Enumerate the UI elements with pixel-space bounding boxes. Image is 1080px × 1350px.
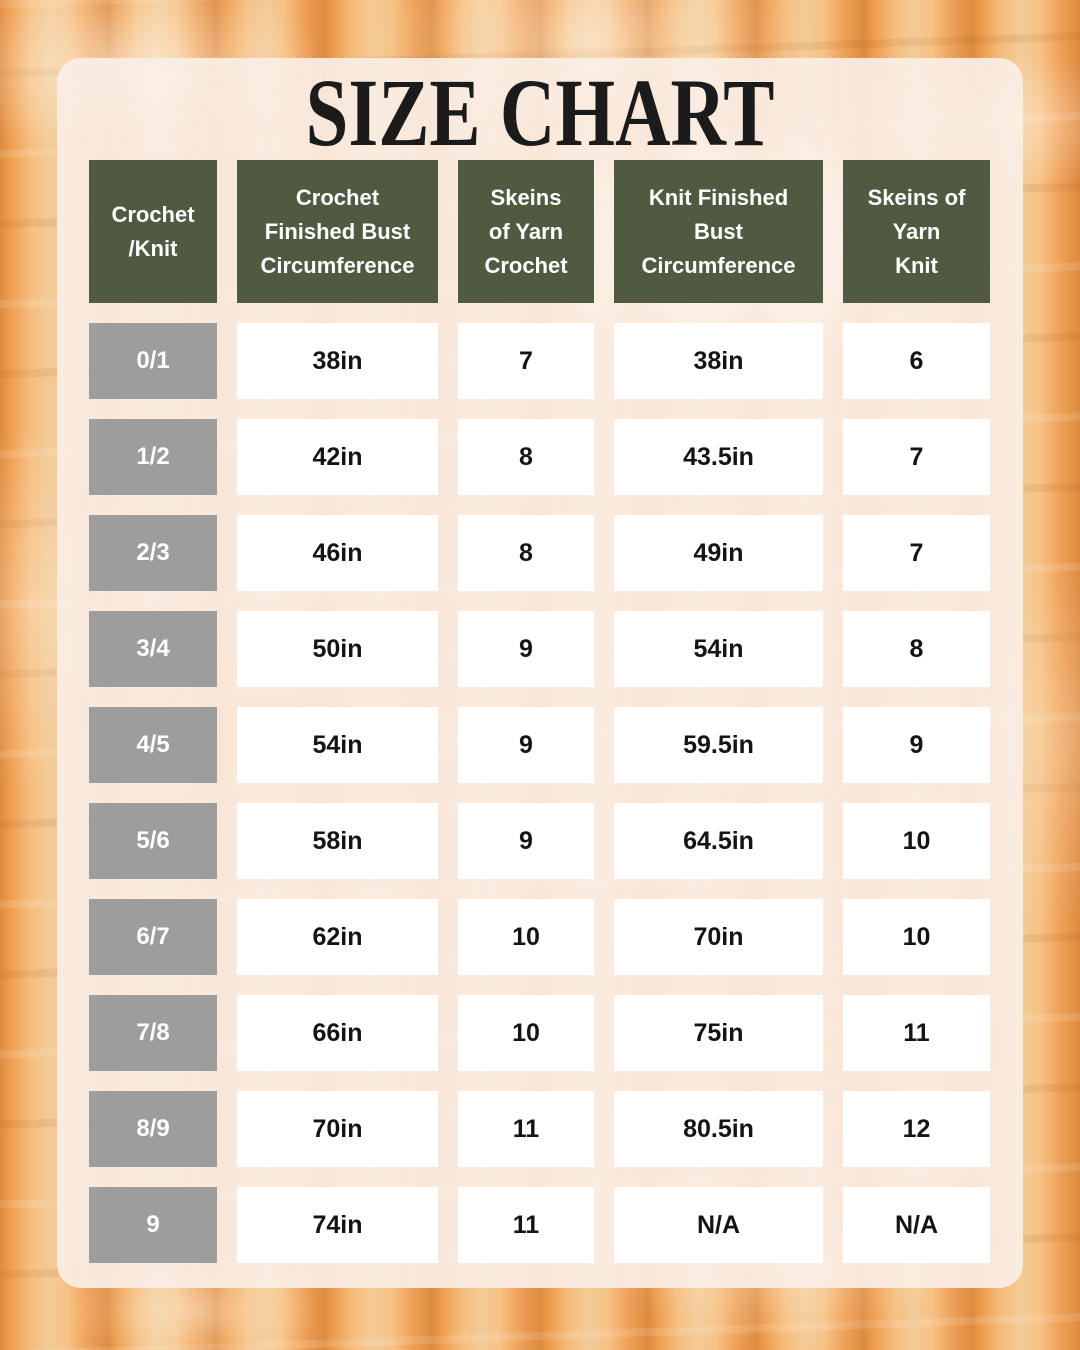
size-label-cell: 2/3 bbox=[89, 515, 217, 591]
value-cell: 9 bbox=[458, 707, 594, 783]
value-cell: 70in bbox=[237, 1091, 438, 1167]
value-cell: 49in bbox=[614, 515, 823, 591]
value-cell: 7 bbox=[458, 323, 594, 399]
size-label-cell: 3/4 bbox=[89, 611, 217, 687]
page-title: SIZE CHART bbox=[57, 65, 1023, 161]
value-cell: 11 bbox=[458, 1091, 594, 1167]
value-cell: 9 bbox=[458, 803, 594, 879]
size-label-cell: 1/2 bbox=[89, 419, 217, 495]
value-cell: 70in bbox=[614, 899, 823, 975]
value-cell: 11 bbox=[843, 995, 990, 1071]
value-cell: 74in bbox=[237, 1187, 438, 1263]
page-title-text: SIZE CHART bbox=[305, 59, 775, 166]
size-label-cell: 7/8 bbox=[89, 995, 217, 1071]
value-cell: 66in bbox=[237, 995, 438, 1071]
column-header-0: Crochet /Knit bbox=[89, 160, 217, 303]
value-cell: N/A bbox=[614, 1187, 823, 1263]
size-label-cell: 9 bbox=[89, 1187, 217, 1263]
value-cell: 43.5in bbox=[614, 419, 823, 495]
value-cell: 80.5in bbox=[614, 1091, 823, 1167]
column-header-2: Skeins of Yarn Crochet bbox=[458, 160, 594, 303]
value-cell: 10 bbox=[843, 899, 990, 975]
column-header-1: Crochet Finished Bust Circumference bbox=[237, 160, 438, 303]
size-label-cell: 4/5 bbox=[89, 707, 217, 783]
size-label-cell: 5/6 bbox=[89, 803, 217, 879]
value-cell: 8 bbox=[458, 419, 594, 495]
size-chart-panel: SIZE CHART Crochet /Knit Crochet Finished… bbox=[57, 58, 1023, 1288]
size-table: Crochet /Knit Crochet Finished Bust Circu… bbox=[89, 160, 990, 1263]
value-cell: 54in bbox=[237, 707, 438, 783]
value-cell: 46in bbox=[237, 515, 438, 591]
value-cell: 11 bbox=[458, 1187, 594, 1263]
value-cell: 9 bbox=[843, 707, 990, 783]
value-cell: 59.5in bbox=[614, 707, 823, 783]
value-cell: 62in bbox=[237, 899, 438, 975]
value-cell: 50in bbox=[237, 611, 438, 687]
size-label-cell: 0/1 bbox=[89, 323, 217, 399]
value-cell: 10 bbox=[843, 803, 990, 879]
value-cell: 38in bbox=[614, 323, 823, 399]
value-cell: 8 bbox=[458, 515, 594, 591]
value-cell: 8 bbox=[843, 611, 990, 687]
value-cell: 12 bbox=[843, 1091, 990, 1167]
size-label-cell: 8/9 bbox=[89, 1091, 217, 1167]
value-cell: 58in bbox=[237, 803, 438, 879]
value-cell: 10 bbox=[458, 995, 594, 1071]
column-header-4: Skeins of Yarn Knit bbox=[843, 160, 990, 303]
value-cell: 7 bbox=[843, 515, 990, 591]
value-cell: 6 bbox=[843, 323, 990, 399]
value-cell: 42in bbox=[237, 419, 438, 495]
value-cell: 75in bbox=[614, 995, 823, 1071]
value-cell: N/A bbox=[843, 1187, 990, 1263]
value-cell: 54in bbox=[614, 611, 823, 687]
value-cell: 38in bbox=[237, 323, 438, 399]
value-cell: 7 bbox=[843, 419, 990, 495]
value-cell: 10 bbox=[458, 899, 594, 975]
value-cell: 64.5in bbox=[614, 803, 823, 879]
size-label-cell: 6/7 bbox=[89, 899, 217, 975]
column-header-3: Knit Finished Bust Circumference bbox=[614, 160, 823, 303]
value-cell: 9 bbox=[458, 611, 594, 687]
